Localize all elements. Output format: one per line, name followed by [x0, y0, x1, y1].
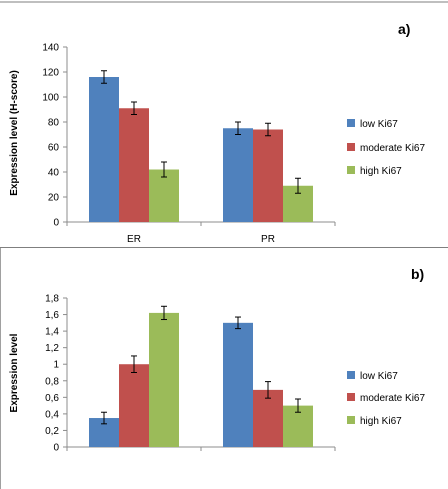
chart-b-bar [149, 312, 179, 447]
chart-b-y-axis-label: Expression level [9, 333, 20, 412]
chart-b-y-tick-label: 0,8 [45, 376, 59, 387]
chart-a-y-axis-label: Expression level (H-score) [9, 70, 20, 196]
chart-a-bar [223, 128, 253, 222]
chart-a-legend-swatch [347, 119, 355, 127]
chart-b-bar [119, 364, 149, 447]
chart-b-bar [223, 322, 253, 447]
chart-a-y-tick-label: 60 [48, 143, 60, 154]
chart-a-y-tick-label: 100 [42, 93, 59, 104]
chart-a-bar [149, 169, 179, 222]
chart-b-bars [89, 305, 313, 447]
chart-a-bar [89, 77, 119, 222]
chart-a-bars [89, 70, 313, 222]
chart-b-y-tick-label: 0,2 [45, 426, 59, 437]
chart-a-legend-swatch [347, 166, 355, 174]
chart-b-y-tick-label: 1,4 [45, 327, 59, 338]
chart-a-legend-label: low Ki67 [360, 119, 398, 130]
chart-b-y-tick-label: 0 [53, 443, 59, 454]
chart-a-y-tick-label: 40 [48, 168, 60, 179]
chart-b-y-tick-label: 0,4 [45, 409, 59, 420]
chart-b-legend-swatch [347, 371, 355, 379]
chart-b-bar [253, 389, 283, 447]
chart-b-legend-label: low Ki67 [360, 371, 398, 382]
chart-b-y-tick-label: 1,8 [45, 294, 59, 305]
chart-b-legend-label: high Ki67 [360, 416, 402, 427]
chart-a-bar [119, 108, 149, 222]
chart-a-y-tick-label: 140 [42, 43, 59, 54]
chart-a-x-tick-label: ER [127, 234, 141, 245]
chart-b-y-tick-label: 0,6 [45, 393, 59, 404]
chart-b-legend-label: moderate Ki67 [360, 393, 425, 404]
chart-a-x-tick-label: PR [261, 234, 275, 245]
chart-b-panel-label: b) [411, 266, 424, 282]
chart-a-y-tick-label: 120 [42, 68, 59, 79]
chart-a-x-ticks: ER PR [66, 222, 336, 245]
chart-a-legend: low Ki67 moderate Ki67 high Ki67 [347, 119, 425, 177]
chart-a-panel-label: a) [398, 21, 410, 37]
chart-a-legend-label: moderate Ki67 [360, 143, 425, 154]
chart-b-legend: low Ki67 moderate Ki67 high Ki67 [347, 371, 425, 427]
chart-a-legend-swatch [347, 143, 355, 151]
chart-a-y-tick-label: 80 [48, 118, 60, 129]
chart-a-legend-label: high Ki67 [360, 166, 402, 177]
chart-b-y-ticks: 0 0,2 0,4 0,6 0,8 1 1,2 1,4 1,6 1,8 [45, 294, 67, 454]
chart-a-y-tick-label: 20 [48, 193, 60, 204]
chart-b: b) Expression level 0 0,2 0,4 0,6 0,8 1 1,2 1,4… [9, 266, 425, 454]
chart-b-legend-swatch [347, 416, 355, 424]
chart-a-y-tick-label: 0 [53, 218, 59, 229]
chart-b-y-tick-label: 1,2 [45, 343, 59, 354]
chart-a-bar [253, 129, 283, 222]
chart-b-x-ticks [66, 447, 336, 451]
chart-b-y-tick-label: 1 [53, 360, 59, 371]
chart-b-y-tick-label: 1,6 [45, 310, 59, 321]
chart-a: a) Expression level (H-score) 0 20 40 60 80 1… [9, 21, 425, 245]
chart-a-y-ticks: 0 20 40 60 80 100 120 140 [42, 43, 67, 229]
chart-b-legend-swatch [347, 393, 355, 401]
